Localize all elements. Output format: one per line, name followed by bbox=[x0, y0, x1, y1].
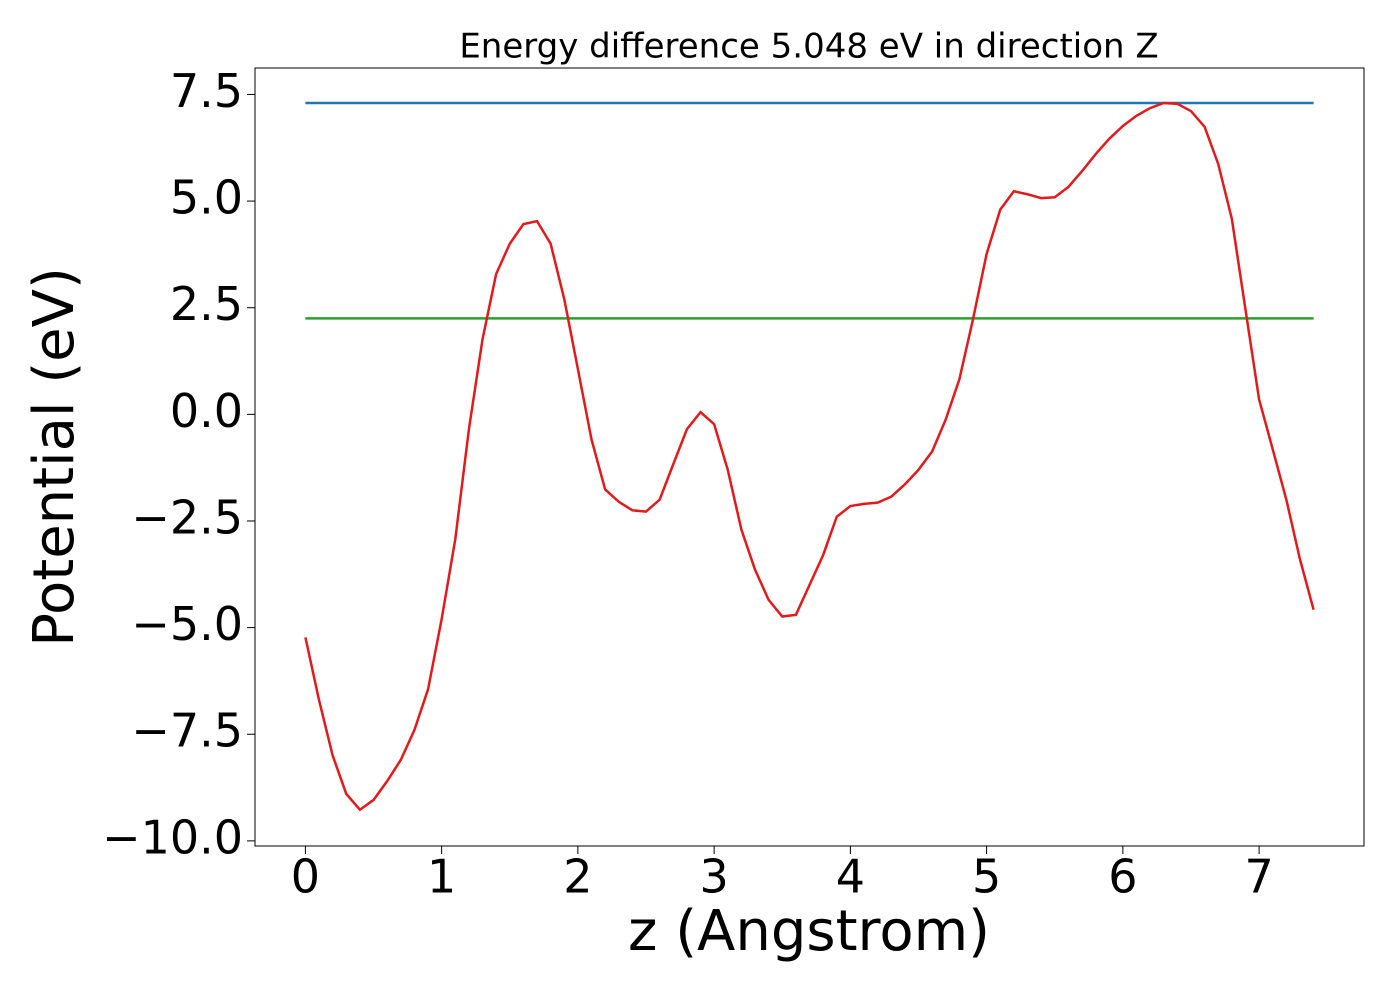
x-tick-label: 7 bbox=[1244, 850, 1273, 904]
y-tick-label: 7.5 bbox=[170, 64, 243, 118]
y-tick-label: −7.5 bbox=[131, 704, 243, 758]
y-tick-label: −2.5 bbox=[131, 490, 243, 544]
x-axis-label: z (Angstrom) bbox=[628, 899, 990, 964]
y-tick-label: 0.0 bbox=[170, 384, 243, 438]
y-axis-label: Potential (eV) bbox=[22, 267, 87, 647]
y-tick-label: 5.0 bbox=[170, 171, 243, 225]
x-tick-label: 1 bbox=[427, 850, 456, 904]
x-tick-label: 0 bbox=[291, 850, 320, 904]
x-tick-label: 6 bbox=[1108, 850, 1137, 904]
y-tick-label: −5.0 bbox=[131, 597, 243, 651]
x-tick-label: 4 bbox=[836, 850, 865, 904]
y-tick-label: −10.0 bbox=[102, 810, 243, 864]
x-tick-label: 5 bbox=[972, 850, 1001, 904]
chart-title: Energy difference 5.048 eV in direction … bbox=[459, 27, 1158, 67]
x-tick-label: 2 bbox=[563, 850, 592, 904]
y-tick-label: 2.5 bbox=[170, 277, 243, 331]
line bbox=[304, 101, 1315, 812]
plot-frame bbox=[254, 67, 1365, 847]
x-tick-label: 3 bbox=[699, 850, 728, 904]
